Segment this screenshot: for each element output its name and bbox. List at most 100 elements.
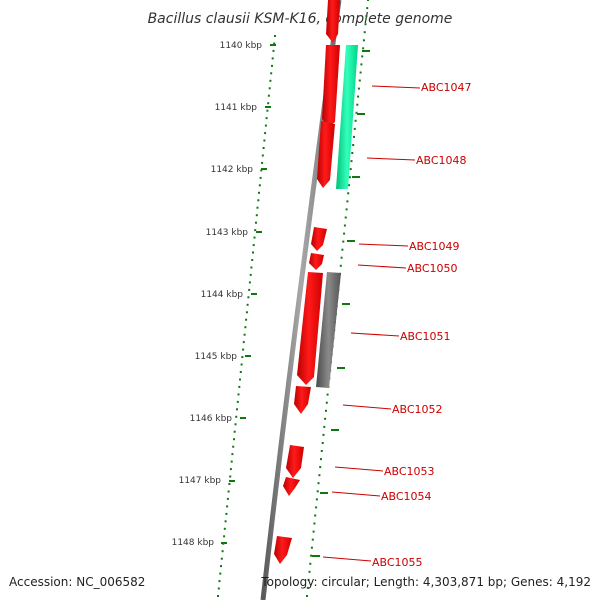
track-dot bbox=[230, 460, 233, 463]
track-dot bbox=[321, 442, 324, 444]
track-dot bbox=[244, 326, 247, 329]
rna-feature[interactable] bbox=[336, 45, 358, 189]
track-dot bbox=[247, 296, 250, 299]
track-dot bbox=[260, 169, 263, 172]
track-dot bbox=[235, 415, 238, 418]
gene-arrow[interactable] bbox=[326, 0, 340, 43]
scale-tick: 1147 kbp bbox=[179, 476, 235, 486]
track-dot bbox=[223, 527, 226, 530]
track-dot bbox=[236, 408, 238, 411]
track-dot bbox=[348, 176, 351, 179]
scale-tick: 1141 kbp bbox=[215, 103, 271, 113]
track-dot bbox=[252, 251, 254, 254]
gene-label-text[interactable]: ABC1048 bbox=[416, 154, 467, 167]
gene-arrow[interactable] bbox=[286, 445, 304, 478]
scale-tick-label: 1143 kbp bbox=[206, 228, 249, 238]
track-dot bbox=[217, 595, 219, 597]
track-dot bbox=[323, 425, 326, 428]
inner-track-ticks bbox=[312, 50, 370, 557]
scale-tick: 1148 kbp bbox=[172, 538, 227, 548]
gene-label-ABC1051[interactable]: ABC1051 bbox=[350, 330, 451, 343]
gene-arrow[interactable] bbox=[274, 536, 292, 564]
gene-arrow[interactable] bbox=[294, 386, 311, 414]
gene-label-text[interactable]: ABC1051 bbox=[400, 330, 451, 343]
track-dot bbox=[354, 119, 357, 122]
track-dot bbox=[324, 417, 327, 420]
track-dot bbox=[362, 47, 365, 50]
track-dot bbox=[256, 206, 259, 209]
track-dot bbox=[309, 562, 312, 565]
track-dot bbox=[240, 363, 243, 366]
gene-label-text[interactable]: ABC1049 bbox=[409, 240, 460, 253]
gene-label-ABC1050[interactable]: ABC1050 bbox=[357, 262, 458, 275]
track-dot bbox=[272, 49, 275, 52]
gene-label-text[interactable]: ABC1053 bbox=[384, 465, 435, 478]
track-dot bbox=[348, 184, 350, 187]
gene-arrow[interactable] bbox=[297, 272, 323, 385]
gene-label-text[interactable]: ABC1054 bbox=[381, 490, 432, 503]
track-dot bbox=[358, 79, 361, 82]
gene-label-ABC1053[interactable]: ABC1053 bbox=[334, 465, 435, 478]
gene-arrow[interactable] bbox=[322, 45, 340, 127]
track-dot bbox=[307, 578, 310, 581]
track-dot bbox=[271, 64, 273, 67]
track-dot bbox=[313, 522, 316, 525]
track-dot bbox=[233, 430, 236, 433]
track-dot bbox=[367, 0, 369, 1]
scale-tick-label: 1142 kbp bbox=[211, 165, 254, 175]
track-dot bbox=[241, 356, 244, 359]
track-dot bbox=[357, 87, 360, 90]
scale-tick-label: 1140 kbp bbox=[220, 41, 263, 51]
track-dot bbox=[231, 453, 234, 456]
gene-arrow[interactable] bbox=[317, 121, 335, 188]
track-dot bbox=[344, 216, 347, 219]
gene-label-ABC1049[interactable]: ABC1049 bbox=[358, 240, 460, 253]
gene-label-text[interactable]: ABC1050 bbox=[407, 262, 458, 275]
track-dot bbox=[242, 348, 245, 351]
track-dot bbox=[343, 232, 346, 235]
scale-tick: 1142 kbp bbox=[211, 165, 267, 175]
track-dot bbox=[254, 229, 257, 232]
track-dot bbox=[342, 240, 345, 243]
track-dot bbox=[315, 498, 318, 501]
track-dot bbox=[269, 79, 272, 82]
scale-tick: 1143 kbp bbox=[206, 228, 262, 238]
gene-label-ABC1055[interactable]: ABC1055 bbox=[322, 556, 423, 569]
track-dot bbox=[325, 401, 328, 404]
gene-label-ABC1047[interactable]: ABC1047 bbox=[371, 81, 472, 94]
track-dot bbox=[251, 259, 254, 261]
track-dot bbox=[322, 433, 325, 436]
track-dot bbox=[267, 102, 270, 105]
gene-label-ABC1052[interactable]: ABC1052 bbox=[342, 403, 443, 416]
track-dot bbox=[353, 135, 355, 138]
scale-tick-label: 1144 kbp bbox=[201, 290, 244, 300]
gene-arrow[interactable] bbox=[309, 253, 324, 270]
gene-arrow[interactable] bbox=[311, 227, 327, 251]
track-dot bbox=[225, 512, 228, 515]
track-dot bbox=[262, 147, 265, 149]
gene-label-ABC1048[interactable]: ABC1048 bbox=[366, 154, 467, 167]
track-dot bbox=[347, 192, 350, 195]
track-dot bbox=[258, 191, 260, 194]
gene-label-text[interactable]: ABC1052 bbox=[392, 403, 443, 416]
track-dot bbox=[341, 248, 344, 251]
gene-label-text[interactable]: ABC1047 bbox=[421, 81, 472, 94]
track-dot bbox=[242, 341, 245, 344]
track-dot bbox=[219, 572, 222, 575]
track-dot bbox=[268, 87, 271, 90]
track-dot bbox=[253, 236, 256, 239]
track-dot bbox=[249, 273, 252, 276]
track-dot bbox=[306, 595, 308, 597]
other-feature[interactable] bbox=[316, 272, 341, 388]
track-dot bbox=[239, 378, 241, 381]
gene-label-text[interactable]: ABC1055 bbox=[372, 556, 423, 569]
gene-label-ABC1054[interactable]: ABC1054 bbox=[331, 490, 432, 503]
gene-arrow[interactable] bbox=[283, 477, 300, 496]
scale-tick: 1144 kbp bbox=[201, 290, 257, 300]
track-dot bbox=[220, 565, 222, 568]
track-dot bbox=[362, 39, 365, 42]
track-dot bbox=[265, 117, 268, 120]
scale-tick: 1146 kbp bbox=[190, 414, 246, 424]
track-dot bbox=[236, 400, 239, 403]
track-dot bbox=[261, 161, 264, 164]
